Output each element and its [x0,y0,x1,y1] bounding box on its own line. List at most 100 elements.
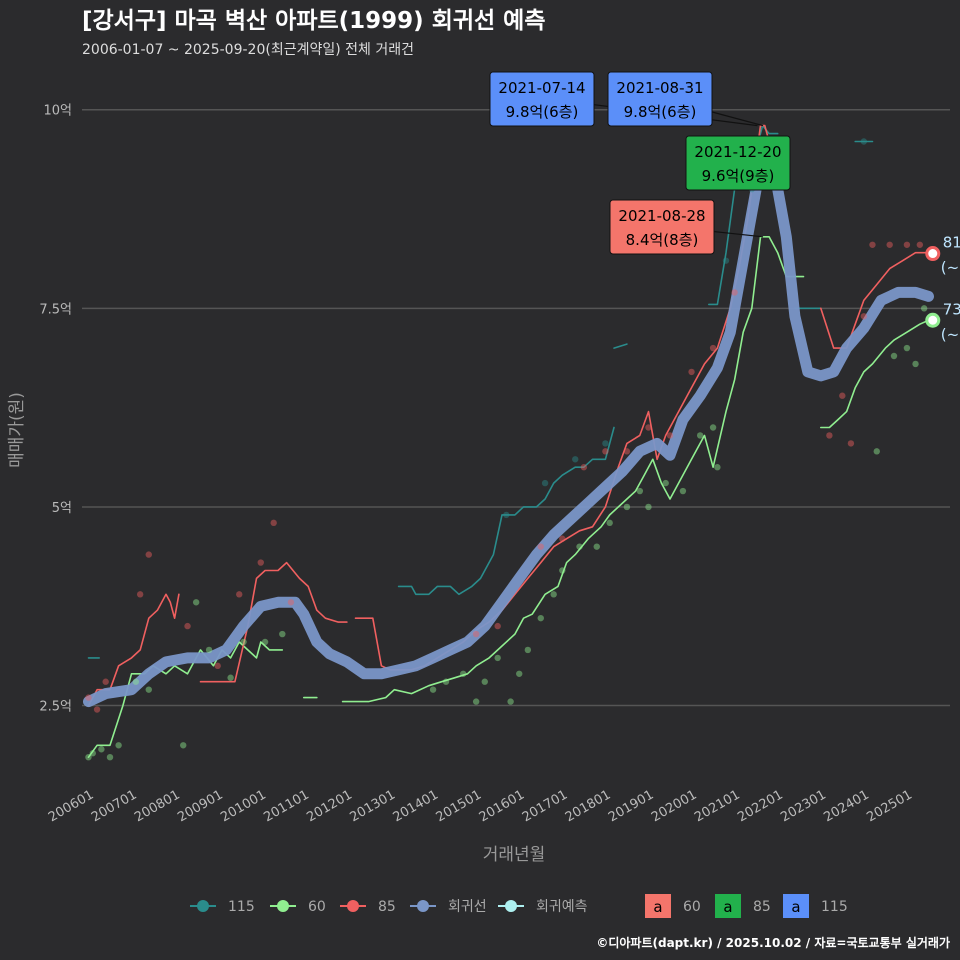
scatter-point-60 [920,305,928,312]
scatter-point-60 [481,678,488,685]
y-tick-label: 10억 [43,104,72,119]
scatter-point-85 [886,241,893,248]
legend-box-item: a 115 [783,894,848,918]
chart-title: [강서구] 마곡 벽산 아파트(1999) 회귀선 예측 [82,8,546,34]
legend-box-glyph: a [723,898,732,916]
scatter-point-60 [890,352,898,360]
scatter-point-85 [494,622,501,630]
legend-box-item: a 60 [645,894,701,918]
scatter-point-85 [236,591,243,598]
scatter-point-85 [916,241,924,248]
legend-item: 회귀선 [410,899,487,915]
scatter-point-60 [524,646,532,654]
series-line-60 [820,319,930,429]
forecast-area: (~85㎡) [941,259,960,277]
scatter-point-60 [240,638,247,646]
legend-box-glyph: a [653,898,662,916]
scatter-point-85 [93,706,101,713]
scatter-point-60 [559,567,566,574]
legend-label: 60 [308,899,326,915]
scatter-point-85 [839,392,846,399]
annotation-box: 2021-08-28 8.4억(8층) [609,199,764,255]
regression-line [83,143,934,708]
chart-subtitle: 2006-01-07 ~ 2025-09-20(최근계약일) 전체 거래건 [82,42,414,58]
legend-box-label: 85 [753,899,771,915]
annotation-date: 2021-12-20 [694,143,781,161]
scatter-point-60 [714,464,721,471]
legend-item: 60 [270,899,326,915]
series-line-60 [341,236,805,703]
x-axis-title: 거래년월 [483,845,546,865]
scatter-point-85 [214,662,221,670]
scatter-point-60 [442,678,450,685]
legend-item: 115 [190,899,255,915]
scatter-point-60 [429,686,437,693]
annotation-background [609,199,715,255]
scatter-point-60 [645,503,652,511]
scatter-point-60 [593,543,600,550]
forecast-area: (~60㎡) [941,325,960,343]
annotation-date: 2021-08-31 [616,79,703,97]
scatter-point-60 [227,674,234,681]
scatter-point-85 [472,630,480,638]
legend-box-item: a 85 [715,894,771,918]
legend-item: 85 [340,899,396,915]
scatter-point-85 [270,519,277,527]
legend-item: 회귀예측 [498,899,588,915]
scatter-point-85 [666,432,674,439]
forecast-point-60 [925,312,941,328]
legend-dot-icon [505,900,517,912]
series-line-85 [820,251,930,349]
annotation-price: 8.4억(8층) [626,231,699,249]
scatter-point-60 [550,591,557,598]
y-tick-label: 2.5억 [39,700,72,715]
scatter-point-85 [860,313,868,320]
annotation-price: 9.8억(6층) [506,103,579,121]
y-tick-label: 7.5억 [39,302,72,317]
scatter-point-60 [261,638,269,646]
annotation-box: 2021-12-20 9.6억(9층) [685,135,791,191]
scatter-point-60 [696,432,704,439]
scatter-point-60 [132,678,140,685]
legend-box-label: 115 [821,899,848,915]
scatter-point-115 [860,138,868,145]
scatter-point-60 [873,448,880,455]
scatter-point-60 [472,698,480,705]
scatter-point-85 [688,368,695,376]
line-layer [83,124,934,758]
y-axis-title: 매매가(원) [7,392,27,468]
annotation-box: 2021-08-31 9.8억(6층) [607,71,764,127]
annotation-background [607,71,713,127]
legend-label: 85 [378,899,396,915]
scatter-point-85 [869,241,876,248]
caption: ©디아파트(dapt.kr) / 2025.10.02 / 자료=국토교통부 실… [596,935,950,950]
scatter-point-60 [98,746,105,753]
annotation-background [489,71,595,127]
legend-box-glyph: a [791,898,800,916]
scatter-point-85 [731,289,738,296]
scatter-point-85 [85,694,92,701]
scatter-point-60 [460,670,467,677]
legend-box-swatch [715,894,741,918]
scatter-point-85 [847,440,855,447]
annotation-box: 2021-07-14 9.8억(6층) [489,71,758,127]
scatter-point-85 [102,678,109,685]
legend-box-label: 60 [683,899,701,915]
scatter-point-115 [722,257,730,264]
scatter-point-85 [537,543,544,550]
legend-dot-icon [417,900,429,912]
annotation-layer: 2021-07-149.8억(6층)2021-08-319.8억(6층)2021… [489,71,960,343]
scatter-point-60 [516,670,523,677]
scatter-point-115 [541,479,549,487]
annotation-date: 2021-07-14 [498,79,585,97]
legend-label: 회귀예측 [536,899,588,915]
scatter-point-60 [192,599,200,606]
scatter-point-60 [606,519,613,527]
scatter-point-60 [662,479,669,487]
scatter-point-60 [679,487,687,495]
legend-dot-icon [347,900,359,912]
scatter-point-60 [636,487,644,495]
scatter-point-60 [537,614,544,622]
